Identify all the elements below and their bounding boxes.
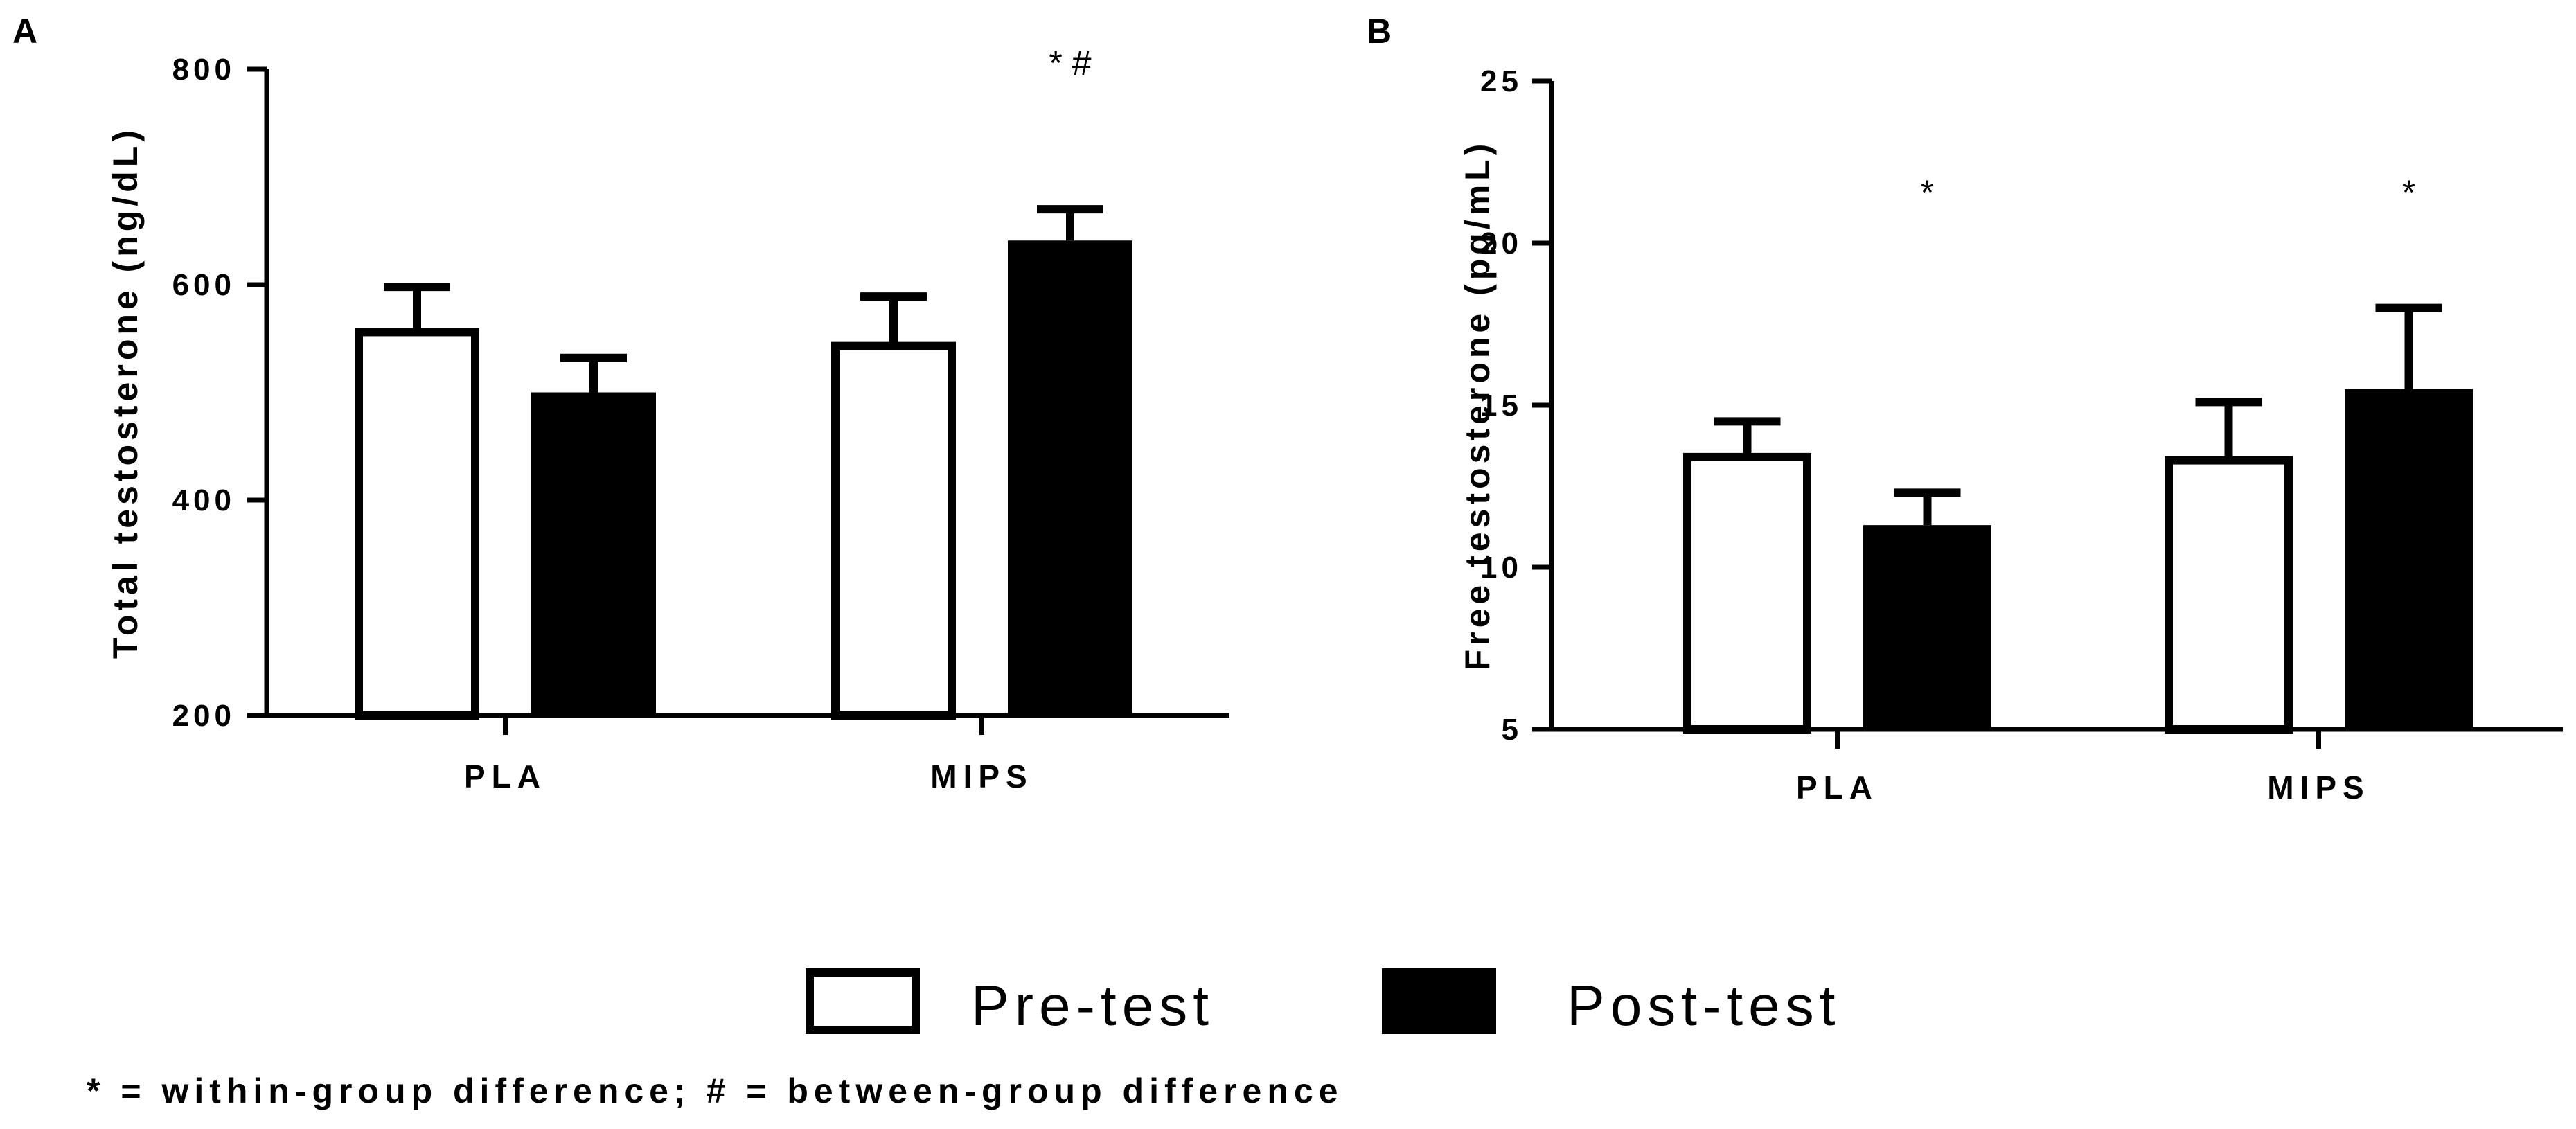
bar-mips-post-test <box>1008 240 1132 715</box>
y-axis-title: Total testosterone (ng/dL) <box>106 126 145 659</box>
panel-a-chart: 200 400 600 800 Total testosterone (ng/dL) PL… <box>106 44 1229 794</box>
legend: Pre-test Post-test <box>806 968 1841 1038</box>
y-tick-label: 200 <box>172 699 236 733</box>
y-tick-label: 5 <box>1502 713 1522 747</box>
y-tick-label: 20 <box>1480 226 1522 260</box>
y-axis-title: Free testosterone (pg/mL) <box>1458 140 1497 671</box>
y-tick-label: 25 <box>1480 64 1522 98</box>
legend-swatch-post-test <box>1382 968 1496 1034</box>
bar-pla-pre-test <box>1683 452 1811 734</box>
bar-pla-post-test <box>531 392 656 715</box>
bar-mips-post-test <box>2345 389 2473 729</box>
legend-label: Pre-test <box>971 975 1214 1038</box>
significance-annotation: * <box>1921 173 1934 212</box>
bar-mips-pre-test <box>2165 456 2293 734</box>
significance-annotation: * <box>2402 173 2415 212</box>
significance-annotation: * # <box>1049 44 1091 82</box>
legend-swatch-pre-test <box>806 968 920 1034</box>
bar-mips-pre-test <box>831 341 956 720</box>
bar-pla-post-test <box>1863 525 1991 729</box>
y-tick-label: 800 <box>172 53 236 87</box>
legend-label: Post-test <box>1567 975 1841 1038</box>
y-tick-label: 400 <box>172 483 236 517</box>
y-tick-label: 600 <box>172 268 236 302</box>
y-tick-label: 10 <box>1480 551 1522 585</box>
category-label: MIPS <box>2267 770 2370 806</box>
category-label: PLA <box>464 758 547 794</box>
panel-b-chart: 5 10 15 20 25 Free testosterone (pg/mL) PLA MIP… <box>1458 64 2563 806</box>
panel-letter-a: A <box>12 12 37 51</box>
category-label: PLA <box>1796 770 1878 806</box>
bar-pla-pre-test <box>355 328 479 720</box>
y-tick-label: 15 <box>1480 389 1522 423</box>
panel-letter-b: B <box>1367 12 1392 51</box>
category-label: MIPS <box>930 758 1033 794</box>
footnote: * = within-group difference; # = between… <box>87 1072 1344 1110</box>
